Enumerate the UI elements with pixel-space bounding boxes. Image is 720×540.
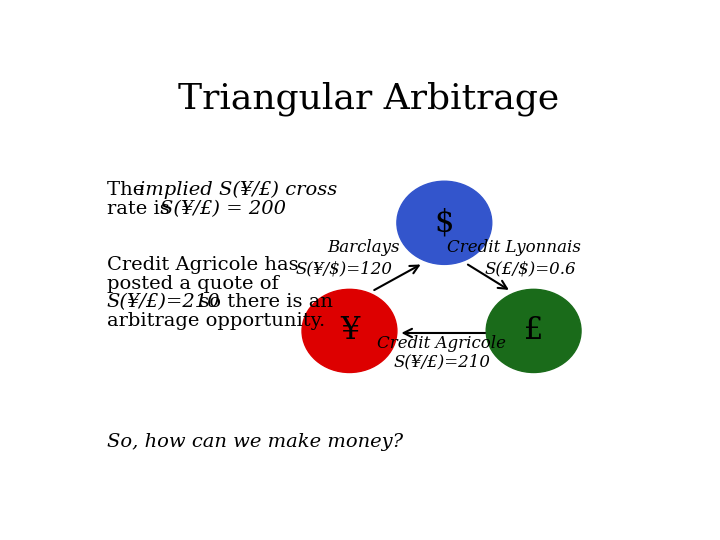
Text: S(£/$)=0.6: S(£/$)=0.6 [485, 260, 577, 277]
Text: arbitrage opportunity.: arbitrage opportunity. [107, 312, 325, 330]
Text: so there is an: so there is an [193, 294, 333, 312]
Ellipse shape [486, 289, 581, 373]
Text: S(¥/£)=210: S(¥/£)=210 [393, 354, 490, 370]
Text: $: $ [435, 207, 454, 238]
Text: Credit Agricole has: Credit Agricole has [107, 256, 298, 274]
Text: Credit Agricole: Credit Agricole [377, 335, 506, 352]
Text: rate is: rate is [107, 200, 176, 218]
Text: So, how can we make money?: So, how can we make money? [107, 433, 403, 451]
Text: £: £ [524, 315, 544, 347]
Text: Credit Lyonnais: Credit Lyonnais [447, 239, 581, 256]
Text: Triangular Arbitrage: Triangular Arbitrage [179, 82, 559, 116]
Text: S(¥/$)=120: S(¥/$)=120 [295, 260, 392, 277]
Text: S(¥/£)=210: S(¥/£)=210 [107, 294, 220, 312]
Ellipse shape [302, 289, 397, 373]
Text: implied S(¥/£) cross: implied S(¥/£) cross [139, 181, 338, 199]
Text: The: The [107, 181, 150, 199]
Ellipse shape [397, 181, 492, 265]
Text: ¥: ¥ [340, 315, 359, 347]
Text: S(¥/£) = 200: S(¥/£) = 200 [160, 200, 286, 218]
Text: Barclays: Barclays [327, 239, 400, 256]
Text: posted a quote of: posted a quote of [107, 275, 279, 293]
